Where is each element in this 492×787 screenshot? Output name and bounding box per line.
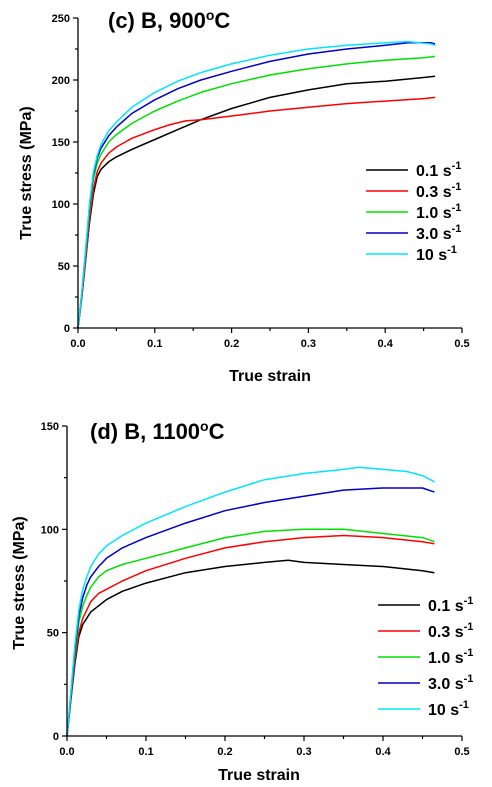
panel-d-y-tick-label: 50 [47, 628, 59, 640]
panel-c-x-tick-label: 0.2 [224, 338, 239, 350]
panel-c-x-tick-label: 0.0 [70, 338, 85, 350]
panel-d-legend-label-4: 10 s-1 [428, 699, 469, 719]
panel-d-legend-label-0: 0.1 s-1 [428, 595, 473, 615]
panel-c-title: (c) B, 900oC [108, 7, 230, 33]
panel-c-x-tick-label: 0.5 [454, 338, 469, 350]
panel-d-legend: 0.1 s-1 0.3 s-1 1.0 s-1 3.0 s-1 10 s-1 [378, 595, 473, 719]
panel-d-ylabel: True stress (MPa) [11, 516, 28, 649]
panel-c-series-group [77, 40, 436, 329]
panel-c-y-tick-label: 50 [58, 261, 70, 273]
panel-c-x-tick-label: 0.3 [301, 338, 316, 350]
panel-d-legend-label-1: 0.3 s-1 [428, 621, 473, 641]
panel-d-x-tick-label: 0.2 [217, 746, 232, 758]
panel-d-x-tick-label: 0.5 [454, 746, 469, 758]
panel-c-y-tick-label: 250 [52, 13, 70, 25]
panel-c-ylabel: True stress (MPa) [18, 106, 35, 239]
panel-c-legend: 0.1 s-10.3 s-11.0 s-13.0 s-110 s-1 [366, 160, 461, 264]
panel-c-xlabel: True strain [229, 368, 311, 385]
panel-c-x-tick-label: 0.4 [378, 338, 394, 350]
panel-d-x-tick-label: 0.1 [138, 746, 153, 758]
panel-d-series-line-1 [66, 534, 435, 737]
panel-d-ticks: 0.0 0.1 0.2 0.3 0.4 0.5 0 50 100 150 [41, 421, 470, 758]
panel-c-series-line-4 [77, 40, 436, 329]
panel-c-plot-area [78, 18, 462, 328]
panel-c-y-tick-label: 200 [52, 75, 70, 87]
panel-c-legend-label-1: 0.3 s-1 [416, 181, 461, 201]
panel-c-legend-label-4: 10 s-1 [416, 244, 457, 264]
panel-c-legend-label-0: 0.1 s-1 [416, 160, 461, 180]
panel-d-series-line-4 [66, 466, 435, 737]
panel-d-xlabel: True strain [218, 767, 300, 784]
panel-c-x-tick-label: 0.1 [147, 338, 162, 350]
panel-c-ticks: 0.0 0.1 0.2 0.3 0.4 0.5 0 50 100 150 200 250 [52, 13, 470, 350]
panel-c-chart: 0.0 0.1 0.2 0.3 0.4 0.5 0 50 100 150 200 250 (c) B,… [18, 7, 470, 385]
panel-c-legend-label-2: 1.0 s-1 [416, 202, 461, 222]
panel-d-title: (d) B, 1100oC [90, 418, 225, 444]
panel-d-legend-label-2: 1.0 s-1 [428, 647, 473, 667]
panel-d-series-line-3 [66, 487, 435, 737]
panel-d-x-tick-label: 0.3 [296, 746, 311, 758]
panel-c-y-tick-label: 150 [52, 137, 70, 149]
panel-c-series-line-1 [77, 96, 436, 329]
panel-d-chart: 0.0 0.1 0.2 0.3 0.4 0.5 0 50 100 150 (d) B, 1100o… [11, 418, 473, 784]
panel-c-legend-label-3: 3.0 s-1 [416, 223, 461, 243]
panel-d-legend-label-3: 3.0 s-1 [428, 673, 473, 693]
panel-d-x-tick-label: 0.0 [59, 746, 74, 758]
panel-d-x-tick-label: 0.4 [375, 746, 391, 758]
panel-c-y-tick-label: 0 [64, 323, 70, 335]
panel-d-y-tick-label: 0 [53, 731, 59, 743]
panel-d-series-group [66, 466, 435, 737]
panel-c-y-tick-label: 100 [52, 199, 70, 211]
panel-d-plot-area [67, 426, 462, 736]
panel-d-y-tick-label: 150 [41, 421, 59, 433]
panel-d-series-line-0 [66, 559, 435, 737]
panel-d-y-tick-label: 100 [41, 524, 59, 536]
